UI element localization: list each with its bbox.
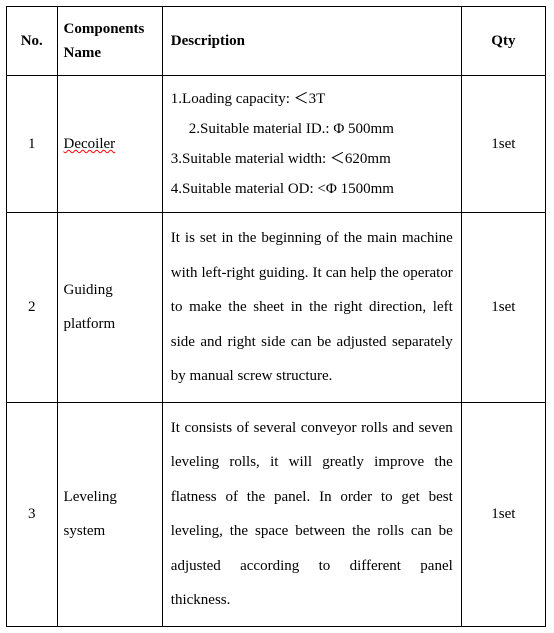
- spellcheck-word: Decoiler: [64, 136, 116, 152]
- cell-no: 1: [7, 76, 58, 213]
- desc-line: 3.Suitable material width: ＜620mm: [171, 144, 453, 174]
- desc-line: 2.Suitable material ID.: Φ 500mm: [171, 114, 453, 144]
- cell-name: Guiding platform: [57, 213, 162, 403]
- table-row: 3Leveling systemIt consists of several c…: [7, 402, 546, 626]
- desc-line: 4.Suitable material OD: <Φ 1500mm: [171, 174, 453, 204]
- header-row: No. Components Name Description Qty: [7, 7, 546, 76]
- cell-name: Leveling system: [57, 402, 162, 626]
- cell-name: Decoiler: [57, 76, 162, 213]
- header-no: No.: [7, 7, 58, 76]
- desc-line: 1.Loading capacity: ＜3T: [171, 84, 453, 114]
- header-desc: Description: [162, 7, 461, 76]
- cell-desc: 1.Loading capacity: ＜3T2.Suitable materi…: [162, 76, 461, 213]
- table-row: 1 Decoiler 1.Loading capacity: ＜3T2.Suitab…: [7, 76, 546, 213]
- components-table: No. Components Name Description Qty 1 Dec…: [6, 6, 546, 627]
- cell-qty: 1set: [461, 402, 545, 626]
- cell-no: 3: [7, 402, 58, 626]
- cell-desc: It consists of several conveyor rolls an…: [162, 402, 461, 626]
- table-body: 1 Decoiler 1.Loading capacity: ＜3T2.Suitab…: [7, 76, 546, 627]
- header-qty: Qty: [461, 7, 545, 76]
- table-row: 2Guiding platformIt is set in the beginn…: [7, 213, 546, 403]
- cell-desc: It is set in the beginning of the main m…: [162, 213, 461, 403]
- cell-qty: 1set: [461, 213, 545, 403]
- header-name: Components Name: [57, 7, 162, 76]
- cell-no: 2: [7, 213, 58, 403]
- cell-qty: 1set: [461, 76, 545, 213]
